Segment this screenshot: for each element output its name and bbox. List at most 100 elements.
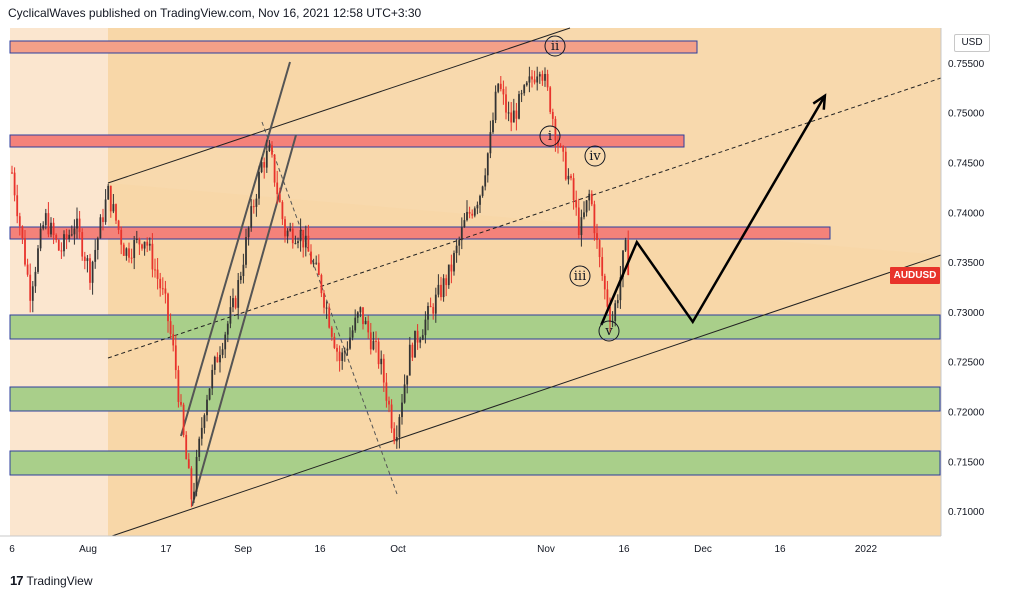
candle-body: [401, 402, 403, 418]
wave-label-iv: iv: [584, 145, 606, 167]
candle-body: [323, 293, 325, 308]
candle-body: [52, 222, 55, 235]
candle-body: [492, 120, 494, 133]
candle-body: [497, 83, 500, 92]
candle-body: [185, 434, 188, 460]
candle-body: [627, 239, 630, 275]
candle-body: [37, 248, 39, 272]
candle-body: [567, 175, 570, 180]
price-tick-label: 0.74500: [948, 158, 985, 169]
time-tick-label: Aug: [79, 544, 97, 555]
candle-body: [310, 251, 312, 264]
candle-body: [143, 241, 146, 249]
time-tick-label: Nov: [537, 544, 555, 555]
candle-body: [502, 89, 505, 95]
candle-body: [81, 232, 84, 257]
candle-body: [193, 491, 195, 500]
candle-body: [486, 153, 489, 176]
candle-body: [325, 307, 328, 309]
candle-body: [616, 300, 619, 304]
candle-body: [13, 172, 16, 196]
candle-body: [122, 244, 125, 256]
candle-body: [273, 154, 276, 183]
candle-body: [128, 248, 130, 258]
candle-body: [515, 110, 518, 119]
candle-body: [65, 234, 68, 240]
candle-body: [291, 228, 294, 244]
candle-body: [232, 298, 234, 308]
candle-body: [398, 417, 401, 438]
candle-body: [570, 175, 572, 179]
candle-body: [330, 327, 333, 337]
candle-body: [146, 241, 149, 246]
candle-body: [421, 335, 424, 340]
candle-body: [125, 248, 128, 256]
candle-body: [572, 178, 575, 201]
candle-body: [203, 415, 206, 428]
wave-label-circle: [544, 35, 566, 57]
candle-body: [354, 317, 357, 331]
candle-body: [21, 226, 24, 239]
candle-body: [440, 284, 442, 298]
candle-body: [583, 212, 585, 218]
time-tick-label: Oct: [390, 544, 406, 555]
candle-body: [320, 275, 323, 294]
candle-body: [510, 112, 513, 123]
time-axis: 6 Aug 17 Sep 16 Oct Nov 16 Dec 16 2022: [9, 544, 877, 555]
candle-body: [494, 91, 497, 121]
candle-body: [47, 213, 50, 235]
resistance-zone-1: [9, 40, 698, 54]
candle-body: [195, 456, 198, 492]
candle-body: [242, 264, 245, 277]
candle-body: [471, 213, 474, 216]
wave-label-circle: [569, 265, 591, 287]
candle-body: [468, 211, 471, 214]
candle-body: [484, 175, 487, 187]
steep-channel-line-2: [191, 134, 297, 507]
candle-body: [609, 306, 611, 323]
candle-body: [505, 94, 507, 113]
wave-label-iii: iii: [569, 265, 591, 287]
price-tick-label: 0.72000: [948, 407, 985, 418]
candle-body: [382, 358, 385, 383]
candle-body: [141, 244, 143, 249]
candle-body: [11, 172, 13, 174]
candle-body: [276, 182, 279, 195]
candle-body: [427, 306, 429, 320]
candle-body: [42, 225, 45, 229]
candle-body: [177, 370, 180, 402]
candle-body: [117, 220, 120, 230]
wave-label-circle: [598, 320, 620, 342]
price-tick-label: 0.75000: [948, 109, 985, 120]
candle-body: [442, 278, 445, 298]
wave-label-circle: [584, 145, 606, 167]
candle-body: [154, 269, 156, 271]
projection-arrow-head: [812, 93, 827, 110]
candle-body: [198, 438, 201, 457]
candle-body: [226, 323, 229, 335]
candle-body: [94, 249, 97, 262]
candle-body: [55, 234, 58, 240]
candle-body: [247, 227, 250, 238]
price-tick-label: 0.71500: [948, 457, 985, 468]
candle-body: [18, 216, 21, 227]
support-zone-2: [9, 386, 941, 412]
candle-body: [364, 320, 367, 325]
candle-body: [473, 208, 476, 216]
currency-label: USD: [954, 34, 990, 52]
candle-body: [255, 198, 258, 207]
projection-path: [600, 95, 826, 326]
candle-body: [463, 220, 466, 228]
candle-body: [338, 351, 341, 361]
candle-body: [447, 264, 450, 286]
candle-body: [453, 253, 455, 272]
candle-body: [557, 140, 559, 146]
candle-body: [271, 145, 273, 155]
candle-body: [297, 241, 299, 244]
candle-body: [224, 334, 227, 350]
candle-body: [174, 345, 177, 371]
candle-body: [133, 240, 136, 258]
candle-body: [343, 350, 346, 353]
candle-body: [86, 258, 89, 262]
